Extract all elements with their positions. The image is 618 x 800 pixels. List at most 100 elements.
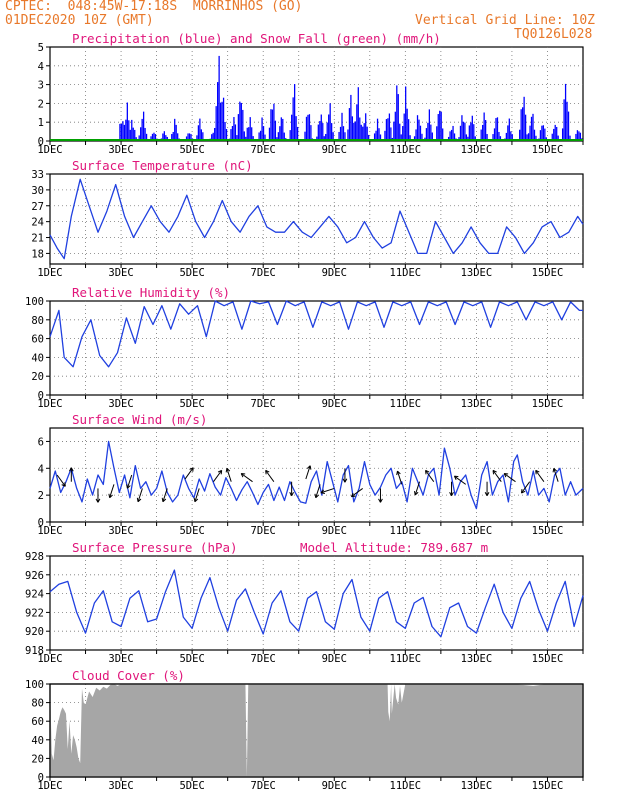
precip-bar <box>402 126 404 141</box>
wind-arrow <box>109 484 115 498</box>
precip-bar <box>366 126 368 141</box>
precip-bar <box>436 126 438 141</box>
panel-6: 0 20 40 60 80 100 1DEC 3DEC 5DEC 7DEC 9DEC 11DEC 13D… <box>25 668 584 792</box>
wind-arrow <box>305 465 311 480</box>
precip-bar <box>328 114 330 141</box>
x-tick-label: 11DEC <box>390 144 422 156</box>
precip-bar <box>231 126 234 141</box>
precip-bar <box>459 125 462 141</box>
panel-title: Cloud Cover (%) <box>72 668 185 683</box>
x-tick-label: 9DEC <box>322 267 347 279</box>
x-tick-label: 7DEC <box>251 780 276 792</box>
precip-bar <box>119 123 121 141</box>
x-tick-label: 11DEC <box>390 653 422 665</box>
x-tick-label: 9DEC <box>322 653 347 665</box>
y-tick-label: 80 <box>31 698 44 710</box>
precip-bar <box>123 124 126 141</box>
precip-bar <box>262 126 265 141</box>
x-tick-label: 11DEC <box>390 398 422 410</box>
precip-bar <box>453 133 456 141</box>
wind-arrow <box>184 467 194 480</box>
y-tick-label: 4 <box>38 61 44 73</box>
precip-bar <box>384 130 386 141</box>
precip-bar <box>268 127 271 141</box>
precip-bar <box>541 125 543 141</box>
precip-bar <box>376 118 379 141</box>
precip-bar <box>237 114 240 141</box>
x-tick-label: 1DEC <box>37 267 62 279</box>
precip-bar <box>274 120 277 141</box>
wind-arrow-head <box>342 478 348 483</box>
wind-arrow <box>213 470 223 483</box>
y-tick-label: 100 <box>25 679 44 691</box>
precip-bar <box>165 135 167 141</box>
precip-bar <box>396 85 398 141</box>
precip-bar <box>347 129 349 141</box>
precip-bar <box>462 121 465 141</box>
precip-bar <box>277 132 279 141</box>
precip-bar <box>519 129 521 141</box>
precip-bar <box>240 102 242 141</box>
precip-bar <box>470 122 472 141</box>
precip-bar <box>556 126 558 141</box>
x-tick-label: 5DEC <box>179 144 204 156</box>
panel-3: 0 20 40 60 80 100 1DEC 3DEC 5DEC 7DEC 9DEC 11DEC 13D… <box>25 285 584 410</box>
wind-arrow-head <box>449 491 454 496</box>
precip-bar <box>356 104 358 141</box>
precip-bar <box>357 87 359 141</box>
y-tick-label: 21 <box>31 233 44 245</box>
x-tick-label: 9DEC <box>322 780 347 792</box>
wind-arrow-head <box>95 498 101 503</box>
series-line <box>49 440 584 510</box>
y-tick-label: 918 <box>25 645 44 657</box>
x-tick-label: 13DEC <box>461 398 493 410</box>
y-tick-label: 20 <box>31 753 44 765</box>
x-tick-label: 7DEC <box>251 267 276 279</box>
y-tick-label: 3 <box>38 80 44 92</box>
precip-bar <box>141 118 143 141</box>
y-tick-label: 5 <box>38 42 44 54</box>
precip-bar <box>249 117 251 141</box>
precip-bar <box>190 134 192 141</box>
wind-arrow-head <box>68 467 74 472</box>
precip-bar <box>425 128 428 141</box>
precip-bar <box>280 117 282 141</box>
x-tick-label: 5DEC <box>179 653 204 665</box>
wind-arrow <box>396 470 403 485</box>
precip-bar <box>248 127 250 141</box>
x-tick-label: 5DEC <box>179 780 204 792</box>
precip-bar <box>428 109 431 141</box>
y-tick-label: 0 <box>38 772 44 784</box>
precip-bar <box>393 121 395 141</box>
x-tick-label: 5DEC <box>179 267 204 279</box>
panel-frame-top <box>49 683 584 778</box>
series-line <box>49 569 584 638</box>
precip-bar <box>199 118 201 141</box>
precip-bar <box>174 118 176 141</box>
y-tick-label: 33 <box>31 169 44 181</box>
precip-bar <box>144 127 146 141</box>
precip-bar <box>427 122 429 141</box>
precip-bar <box>407 119 410 141</box>
precip-bar <box>307 114 309 141</box>
wind-arrow <box>315 484 321 498</box>
panel-1: 0 1 2 3 4 5 1DEC 3DEC 5DEC 7DEC 9DEC 11DEC 13DEC 15DE… <box>37 31 584 156</box>
precip-bar <box>187 133 189 141</box>
precip-bar <box>171 134 173 141</box>
series-line <box>49 178 584 260</box>
precip-bar <box>126 102 128 141</box>
precip-bar <box>211 134 213 141</box>
precip-bar <box>259 130 262 141</box>
x-tick-label: 13DEC <box>461 525 493 537</box>
x-tick-label: 1DEC <box>37 398 62 410</box>
x-tick-label: 3DEC <box>108 780 133 792</box>
precip-bar <box>465 134 468 141</box>
precip-bar <box>542 125 545 141</box>
precip-bar <box>319 121 321 141</box>
wind-arrow <box>454 475 467 485</box>
precip-bar <box>447 136 450 141</box>
precip-bar <box>409 135 411 141</box>
x-tick-label: 11DEC <box>390 780 422 792</box>
precip-bar <box>486 134 488 141</box>
precip-bar <box>234 124 237 141</box>
